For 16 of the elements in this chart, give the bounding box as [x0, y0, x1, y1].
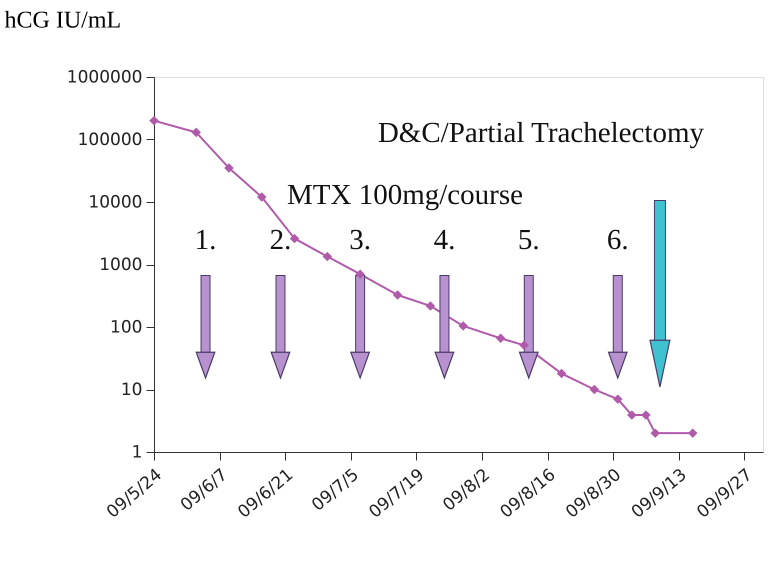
annotation: MTX 100mg/course: [287, 179, 523, 211]
ref-line-label: 6.: [606, 224, 629, 256]
y-tick-label: 10: [120, 380, 142, 400]
y-axis-title: hCG IU/mL: [4, 8, 122, 34]
ref-line-label: 4.: [434, 224, 456, 256]
y-tick-label: 1000: [99, 255, 142, 275]
y-tick-label: 1000000: [66, 68, 142, 88]
ref-line-label: 2.: [270, 224, 292, 256]
y-tick-label: 1: [132, 442, 142, 462]
ref-line-label: 5.: [518, 224, 540, 256]
ref-line-label: 1.: [194, 224, 216, 256]
y-tick-label: 10000: [88, 192, 142, 212]
y-tick-label: 100000: [78, 130, 142, 150]
ref-line-label: 3.: [349, 224, 371, 256]
ref-line-label: D&C/Partial Trachelectomy: [378, 117, 705, 149]
y-tick-label: 100: [110, 318, 142, 338]
